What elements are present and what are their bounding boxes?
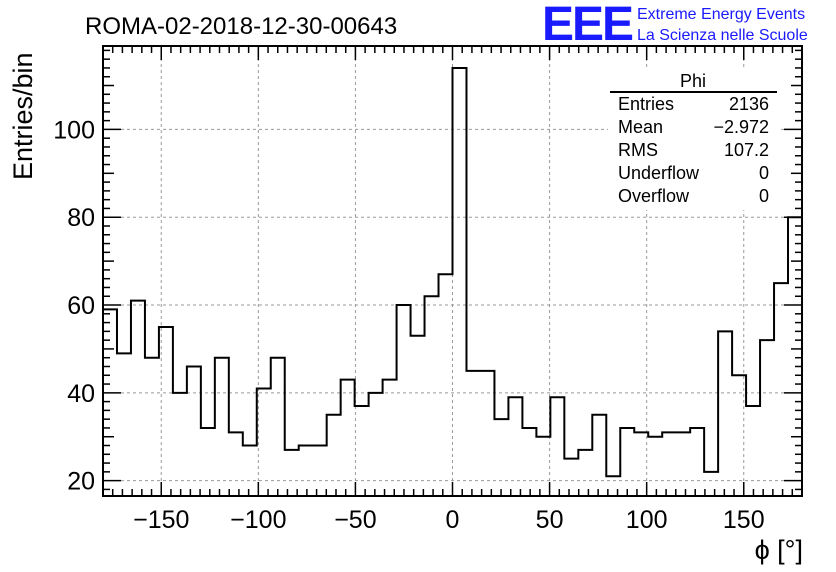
- histogram-bin: [536, 437, 550, 496]
- stats-value: −2.972: [713, 117, 769, 137]
- x-tick-label: 100: [626, 506, 668, 534]
- stats-label: Mean: [618, 117, 663, 137]
- stats-value: 107.2: [724, 140, 769, 160]
- y-tick-labels: 20 40 60 80 100: [53, 116, 95, 495]
- histogram-bin: [411, 336, 425, 496]
- histogram-bin: [676, 432, 690, 496]
- stats-label: Underflow: [618, 163, 700, 183]
- histogram-bin: [704, 472, 718, 496]
- histogram-bin: [131, 301, 145, 496]
- y-tick-label: 40: [67, 380, 95, 408]
- x-tick-label: −50: [334, 506, 376, 534]
- histogram-bin: [383, 380, 397, 496]
- histogram-bin: [648, 437, 662, 496]
- stats-label: Overflow: [618, 186, 690, 206]
- y-tick-label: 20: [67, 468, 95, 496]
- plot-frame: [102, 45, 803, 497]
- x-tick-labels: −150 −100 −50 0 50 100 150: [133, 506, 765, 534]
- histogram-bin: [746, 406, 760, 496]
- histogram-bin: [341, 380, 355, 496]
- stats-box-background: [608, 70, 778, 210]
- histogram-bin: [439, 274, 453, 496]
- histogram-bin: [215, 358, 229, 496]
- stats-label: RMS: [618, 140, 658, 160]
- histogram-bin: [229, 432, 243, 496]
- histogram-bars: [103, 66, 802, 496]
- x-tick-label: 0: [446, 506, 460, 534]
- logo-line-2: La Scienza nelle Scuole: [637, 27, 808, 44]
- stats-value: 0: [759, 163, 769, 183]
- histogram-bin: [718, 331, 732, 496]
- x-tick-label: −150: [133, 506, 189, 534]
- histogram-bin: [760, 340, 774, 496]
- y-tick-label: 60: [67, 292, 95, 320]
- histogram-bin: [620, 428, 634, 496]
- stats-title: Phi: [680, 71, 706, 91]
- histogram-bin: [425, 296, 439, 496]
- x-tick-label: −100: [230, 506, 286, 534]
- histogram-bin: [480, 371, 494, 496]
- histogram-bin: [355, 406, 369, 496]
- histogram-bin: [327, 415, 341, 496]
- histogram-bin: [732, 375, 746, 496]
- histogram-bin: [550, 397, 564, 496]
- histogram-bin: [466, 371, 480, 496]
- x-axis-label: ϕ [°]: [755, 535, 803, 565]
- chart-title: ROMA-02-2018-12-30-00643: [85, 13, 397, 40]
- histogram-bin: [257, 388, 271, 496]
- histogram-bin: [578, 450, 592, 496]
- y-axis-label: Entries/bin: [8, 52, 38, 180]
- histogram-bin: [453, 68, 467, 496]
- logo-line-1: Extreme Energy Events: [637, 6, 805, 23]
- x-tick-label: 50: [536, 506, 564, 534]
- histogram-bin: [313, 446, 327, 496]
- stats-value: 0: [759, 186, 769, 206]
- histogram-bin: [508, 397, 522, 496]
- histogram-bin: [690, 428, 704, 496]
- histogram-bin: [397, 305, 411, 496]
- histogram-bin: [564, 459, 578, 496]
- histogram-bin: [173, 393, 187, 496]
- histogram-bin: [103, 309, 117, 496]
- histogram-bin: [299, 446, 313, 496]
- x-tick-label: 150: [723, 506, 765, 534]
- histogram-bin: [187, 366, 201, 496]
- histogram-bin: [494, 419, 508, 496]
- histogram-bin: [243, 446, 257, 496]
- stats-rows: Entries 2136 Mean −2.972 RMS 107.2 Under…: [618, 94, 769, 206]
- histogram-bin: [201, 428, 215, 496]
- histogram-bin: [271, 358, 285, 496]
- histogram-bin: [662, 432, 676, 496]
- eee-logo: EEE: [542, 0, 633, 51]
- histogram-bin: [522, 428, 536, 496]
- histogram-bin: [592, 415, 606, 496]
- y-tick-label: 80: [67, 204, 95, 232]
- axis-ticks: [103, 46, 803, 496]
- histogram-bin: [117, 353, 131, 496]
- histogram-bin: [145, 358, 159, 496]
- stats-value: 2136: [729, 94, 769, 114]
- stats-label: Entries: [618, 94, 674, 114]
- histogram-outline: [103, 66, 802, 478]
- stats-box: Phi Entries 2136 Mean −2.972 RMS 107.2 U…: [608, 70, 778, 210]
- histogram-bin: [774, 283, 788, 496]
- y-tick-label: 100: [53, 116, 95, 144]
